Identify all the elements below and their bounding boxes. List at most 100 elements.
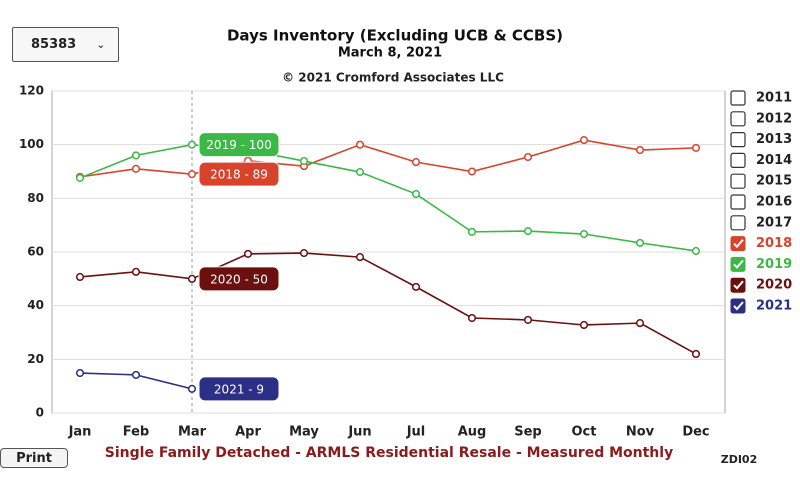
legend-check <box>733 301 744 311</box>
zip-dropdown[interactable]: 85383 ⌄ <box>12 27 119 62</box>
tooltip-label: 2021 - 9 <box>214 382 264 396</box>
data-point <box>411 189 421 199</box>
data-point <box>75 368 85 378</box>
data-point <box>467 167 477 176</box>
data-point <box>523 227 533 236</box>
tooltip-label: 2019 - 100 <box>206 138 271 152</box>
data-point <box>299 249 309 258</box>
tooltip-box <box>198 376 280 402</box>
data-point <box>243 156 253 165</box>
y-tick-label: 60 <box>27 245 44 259</box>
print-button[interactable]: Print <box>0 448 68 468</box>
y-tick-label: 20 <box>27 352 44 366</box>
legend-checkbox[interactable] <box>730 194 746 210</box>
y-tick-label: 100 <box>19 137 44 151</box>
data-point <box>75 172 85 181</box>
y-tick-label: 40 <box>27 298 44 312</box>
legend-checkbox[interactable] <box>730 132 746 148</box>
data-point <box>243 145 253 155</box>
x-tick-label: Feb <box>123 425 149 440</box>
chart-subtitle: March 8, 2021 <box>338 46 442 61</box>
legend-checkbox[interactable] <box>730 215 746 231</box>
legend-checkbox[interactable] <box>730 152 746 168</box>
y-tick-label: 80 <box>27 191 44 205</box>
data-point <box>579 320 589 330</box>
data-point <box>131 267 141 276</box>
legend-label: 2012 <box>756 111 792 126</box>
legend-checkbox[interactable] <box>730 236 746 252</box>
data-point <box>187 140 197 149</box>
series-line <box>79 372 193 390</box>
data-point <box>131 164 141 173</box>
x-tick-label: Apr <box>235 425 261 440</box>
series-line <box>79 143 697 252</box>
data-point <box>635 238 645 247</box>
data-point <box>355 253 365 262</box>
plot-frame <box>51 90 726 414</box>
data-point <box>187 274 197 283</box>
series-line <box>79 252 697 355</box>
data-point <box>243 249 253 258</box>
x-tick-label: Dec <box>682 425 709 440</box>
chart-title: Days Inventory (Excluding UCB & CCBS) <box>227 27 563 45</box>
legend-checkbox[interactable] <box>730 298 746 314</box>
tooltip-label: 2018 - 89 <box>210 168 268 182</box>
dropdown-caret: ⌄ <box>96 38 106 51</box>
legend-checkbox[interactable] <box>730 173 746 189</box>
y-tick-label: 120 <box>19 84 44 98</box>
legend-label: 2017 <box>756 215 792 230</box>
dropdown-value: 85383 <box>31 37 77 52</box>
legend-label: 2013 <box>756 132 792 147</box>
legend-label: 2021 <box>756 299 792 314</box>
data-point <box>467 227 477 236</box>
data-point <box>523 152 533 162</box>
data-point <box>411 158 421 167</box>
legend-label: 2018 <box>756 236 792 251</box>
data-point <box>355 140 365 149</box>
legend-label: 2015 <box>756 174 792 189</box>
chart-code: ZDI02 <box>721 453 758 466</box>
x-tick-label: Jun <box>347 425 371 440</box>
data-point <box>467 313 477 323</box>
data-point <box>75 272 85 282</box>
data-point <box>131 151 141 160</box>
x-tick-label: Oct <box>572 425 597 440</box>
data-point <box>579 229 589 239</box>
copyright: © 2021 Cromford Associates LLC <box>282 71 504 85</box>
data-point <box>299 156 309 166</box>
data-point <box>299 162 309 171</box>
data-point <box>187 384 197 393</box>
x-tick-label: Sep <box>514 425 542 440</box>
x-tick-label: Aug <box>458 425 487 440</box>
tooltip-label: 2020 - 50 <box>210 272 268 286</box>
tooltip-box <box>198 161 280 187</box>
x-tick-label: Jan <box>68 425 92 440</box>
legend-label: 2014 <box>756 153 792 168</box>
data-point <box>523 315 533 324</box>
data-point <box>579 136 589 145</box>
legend-checkbox[interactable] <box>730 111 746 127</box>
print-label: Print <box>16 450 52 466</box>
legend-label: 2011 <box>756 91 792 106</box>
legend-check <box>733 238 744 249</box>
data-point <box>75 173 85 182</box>
legend-check <box>733 280 744 290</box>
data-point <box>691 246 701 255</box>
legend-label: 2020 <box>756 278 792 293</box>
data-point <box>355 167 365 177</box>
legend-checkbox[interactable] <box>730 90 746 106</box>
data-point <box>691 143 701 152</box>
legend-check <box>733 259 744 269</box>
tooltip-box <box>198 132 280 158</box>
legend-checkbox[interactable] <box>730 256 746 272</box>
series-line <box>79 139 697 178</box>
legend-label: 2016 <box>756 195 792 210</box>
x-tick-label: Jul <box>406 425 426 440</box>
data-point <box>635 319 645 328</box>
tooltip-box <box>198 266 280 292</box>
legend-checkbox[interactable] <box>730 277 746 293</box>
data-point <box>187 170 197 179</box>
y-tick-label: 0 <box>36 406 44 420</box>
legend-label: 2019 <box>756 257 792 272</box>
